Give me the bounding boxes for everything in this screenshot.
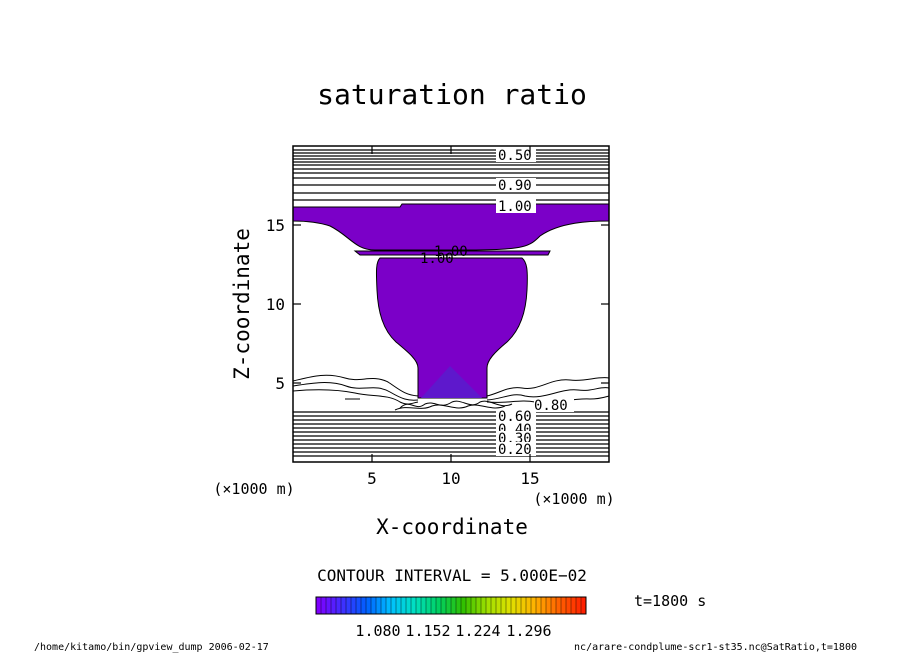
colorbar-cell bbox=[486, 597, 492, 614]
colorbar-cell bbox=[396, 597, 402, 614]
colorbar-cell bbox=[571, 597, 577, 614]
plot-area: 0.50 0.90 1.00 1.00 1.00 0.80 0.60 0.40 … bbox=[293, 148, 609, 458]
colorbar-cell bbox=[561, 597, 567, 614]
lower-wavy-contours bbox=[293, 374, 609, 411]
colorbar-cell bbox=[351, 597, 357, 614]
contour-label: 1.00 bbox=[498, 199, 532, 215]
colorbar-cell bbox=[491, 597, 497, 614]
time-label: t=1800 s bbox=[634, 592, 706, 610]
contour-label: 0.60 bbox=[498, 409, 532, 425]
colorbar-cell bbox=[541, 597, 547, 614]
contour-label: 0.90 bbox=[498, 178, 532, 194]
colorbar-cell bbox=[426, 597, 432, 614]
contour-label: 0.80 bbox=[534, 398, 568, 414]
colorbar-cell bbox=[476, 597, 482, 614]
colorbar-cell bbox=[466, 597, 472, 614]
colorbar-cell bbox=[366, 597, 372, 614]
colorbar-frame bbox=[315, 596, 587, 615]
colorbar-cell bbox=[331, 597, 337, 614]
colorbar-cell bbox=[521, 597, 527, 614]
colorbar-cell bbox=[416, 597, 422, 614]
x-axis: 5 10 15 bbox=[367, 146, 540, 488]
y-tick-label: 15 bbox=[266, 216, 285, 235]
colorbar-cell bbox=[551, 597, 557, 614]
colorbar-cell bbox=[556, 597, 562, 614]
colorbar-cell bbox=[481, 597, 487, 614]
colorbar-cell bbox=[546, 597, 552, 614]
colorbar-cell bbox=[531, 597, 537, 614]
colorbar-cell bbox=[411, 597, 417, 614]
colorbar-tick-label: 1.080 bbox=[355, 622, 400, 640]
contour-label: 0.20 bbox=[498, 442, 532, 458]
colorbar-cell bbox=[471, 597, 477, 614]
supersaturated-region bbox=[293, 203, 609, 399]
footer-left: /home/kitamo/bin/gpview_dump 2006-02-17 bbox=[34, 642, 269, 653]
contour-label-group: 0.50 0.90 1.00 1.00 1.00 0.80 0.60 0.40 … bbox=[420, 148, 574, 458]
colorbar-cell bbox=[461, 597, 467, 614]
colorbar-tick-label: 1.152 bbox=[405, 622, 450, 640]
contour-interval: CONTOUR INTERVAL = 5.000E−02 bbox=[317, 566, 587, 585]
colorbar-tick-label: 1.296 bbox=[506, 622, 551, 640]
contour-label: 1.00 bbox=[420, 251, 454, 267]
chart-title: saturation ratio bbox=[317, 78, 587, 111]
colorbar-cell bbox=[506, 597, 512, 614]
contour-label: 0.50 bbox=[498, 148, 532, 164]
colorbar-cell bbox=[391, 597, 397, 614]
colorbar-cell bbox=[581, 597, 587, 614]
anvil-fill bbox=[293, 203, 609, 251]
colorbar-cell bbox=[326, 597, 332, 614]
upper-contour-lines bbox=[293, 149, 609, 201]
colorbar-cell bbox=[451, 597, 457, 614]
y-tick-label: 5 bbox=[275, 374, 285, 393]
y-tick-label: 10 bbox=[266, 295, 285, 314]
colorbar-ticks: 1.080 1.152 1.224 1.296 bbox=[355, 622, 551, 640]
colorbar-tick-label: 1.224 bbox=[455, 622, 500, 640]
colorbar-cell bbox=[376, 597, 382, 614]
x-tick-label: 15 bbox=[520, 469, 539, 488]
x-unit-label-left: (×1000 m) bbox=[213, 480, 294, 498]
colorbar-cell bbox=[431, 597, 437, 614]
colorbar-cell bbox=[386, 597, 392, 614]
colorbar-cell bbox=[421, 597, 427, 614]
x-tick-label: 10 bbox=[441, 469, 460, 488]
colorbar-cell bbox=[576, 597, 582, 614]
colorbar-cell bbox=[516, 597, 522, 614]
colorbar-cell bbox=[341, 597, 347, 614]
colorbar-cell bbox=[401, 597, 407, 614]
colorbar-cell bbox=[381, 597, 387, 614]
colorbar-cell bbox=[371, 597, 377, 614]
x-unit-label-right: (×1000 m) bbox=[533, 490, 614, 508]
colorbar-cell bbox=[441, 597, 447, 614]
contour-label: 1.00 bbox=[434, 244, 468, 260]
plume-fill bbox=[375, 257, 528, 399]
colorbar-cell bbox=[526, 597, 532, 614]
colorbar-cell bbox=[436, 597, 442, 614]
colorbar-cell bbox=[456, 597, 462, 614]
colorbar-cell bbox=[356, 597, 362, 614]
y-axis: 5 10 15 bbox=[266, 216, 609, 393]
colorbar-cell bbox=[316, 597, 322, 614]
colorbar-cell bbox=[321, 597, 327, 614]
ledge-fill bbox=[353, 250, 551, 256]
colorbar-cell bbox=[566, 597, 572, 614]
colorbar-cell bbox=[496, 597, 502, 614]
colorbar-cell bbox=[446, 597, 452, 614]
x-axis-title: X-coordinate bbox=[376, 515, 528, 539]
colorbar-cell bbox=[511, 597, 517, 614]
colorbar-cell bbox=[406, 597, 412, 614]
colorbar-cell bbox=[361, 597, 367, 614]
x-tick-label: 5 bbox=[367, 469, 377, 488]
colorbar-cell bbox=[336, 597, 342, 614]
y-axis-title: Z-coordinate bbox=[230, 228, 254, 380]
footer-right: nc/arare-condplume-scr1-st35.nc@SatRatio… bbox=[574, 642, 857, 653]
colorbar-cell bbox=[501, 597, 507, 614]
core-triangle bbox=[421, 366, 482, 398]
colorbar-cell bbox=[346, 597, 352, 614]
colorbar bbox=[315, 597, 587, 614]
lower-contour-lines bbox=[293, 411, 609, 457]
colorbar-cell bbox=[536, 597, 542, 614]
